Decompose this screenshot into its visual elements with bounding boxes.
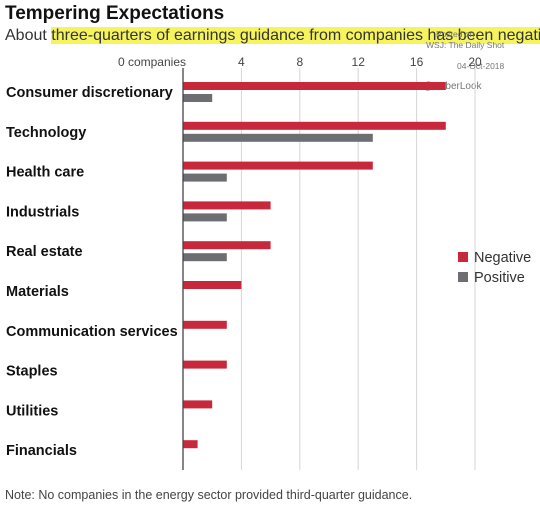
chart-subtitle: About three-quarters of earnings guidanc… [5,27,540,45]
bar-negative [183,360,227,369]
category-label: Communication services [6,324,178,340]
bar-negative [183,82,446,90]
bar-negative [183,241,271,250]
x-tick-label: 0 companies [118,55,186,69]
bar-negative [183,161,373,170]
legend-swatch-positive [458,272,468,282]
bar-positive [183,253,227,262]
bar-positive [183,213,227,222]
category-label: Real estate [6,244,83,260]
legend-label-negative: Negative [474,250,531,266]
subtitle-prefix: About [5,27,52,44]
category-label: Industrials [6,204,79,220]
credit-handle: @SoberLook [423,81,482,92]
category-label: Consumer discretionary [6,85,173,101]
x-tick-label: 8 [296,55,303,69]
bar-positive [183,94,213,102]
category-label: Health care [6,165,84,181]
bar-negative [183,281,242,289]
x-tick-label: 12 [352,55,366,69]
credit-posted-on: Posted on [436,29,475,39]
category-label: Financials [6,443,77,459]
category-label: Utilities [6,403,58,419]
category-label: Materials [6,284,69,300]
bar-negative [183,400,213,409]
subtitle-highlight: three-quarters of earnings guidance from… [51,27,540,44]
category-label: Staples [6,364,58,380]
bar-positive [183,133,373,142]
category-label: Technology [6,125,86,141]
credit-date: 04-Oct-2018 [457,61,505,71]
bar-negative [183,121,446,130]
bar-negative [183,440,198,449]
legend-label-positive: Positive [474,270,525,286]
bar-positive [183,173,227,182]
chart-title: Tempering Expectations [5,3,225,24]
x-tick-label: 20 [468,55,482,69]
footnote: Note: No companies in the energy sector … [5,488,413,502]
bar-negative [183,320,227,329]
legend-swatch-negative [458,252,468,262]
bar-negative [183,201,271,210]
x-tick-label: 4 [238,55,245,69]
x-tick-label: 16 [410,55,424,69]
credit-source: WSJ: The Daily Shot [426,40,505,50]
